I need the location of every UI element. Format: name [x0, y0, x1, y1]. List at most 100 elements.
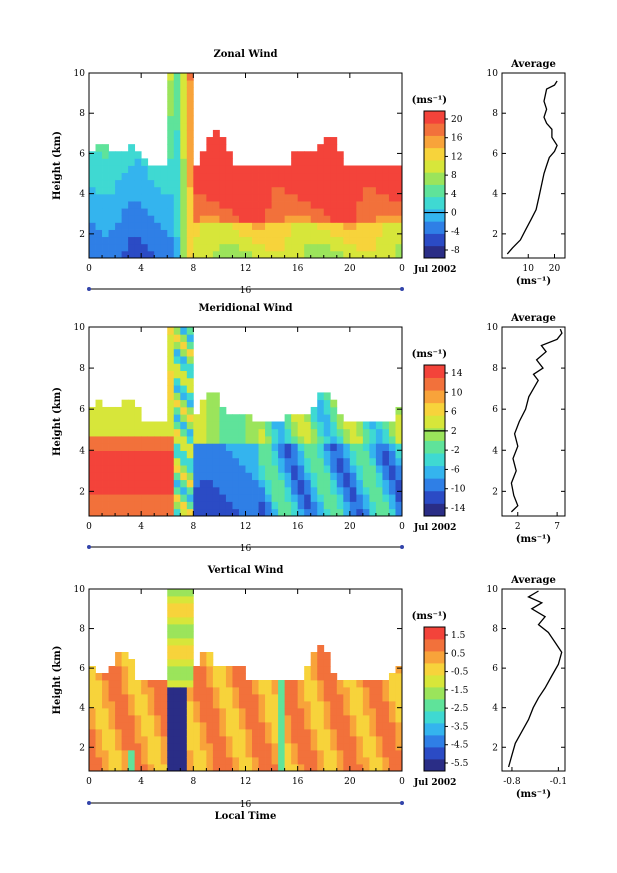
- heatmap-cell: [258, 736, 266, 744]
- heatmap-cell: [173, 652, 181, 660]
- heatmap-cell: [271, 457, 279, 466]
- heatmap-cell: [349, 757, 357, 765]
- heatmap-cell: [238, 501, 246, 510]
- heatmap-cell: [167, 757, 175, 765]
- heatmap-cell: [108, 450, 116, 459]
- heatmap-cell: [271, 172, 279, 181]
- heatmap-cell: [186, 108, 194, 117]
- heatmap-cell: [180, 385, 188, 393]
- heatmap-cell: [232, 457, 240, 466]
- heatmap-cell: [232, 701, 240, 709]
- heatmap-cell: [167, 179, 175, 188]
- heatmap-cell: [271, 428, 279, 437]
- heatmap-cell: [323, 472, 331, 481]
- heatmap-cell: [102, 486, 109, 495]
- heatmap-cell: [212, 193, 220, 202]
- heatmap-cell: [375, 236, 383, 245]
- heatmap-cell: [154, 757, 162, 765]
- heatmap-cell: [173, 659, 181, 667]
- heatmap-cell: [186, 508, 194, 517]
- heatmap-cell: [382, 201, 390, 209]
- heatmap-cell: [173, 108, 181, 117]
- heatmap-cell: [336, 457, 344, 466]
- heatmap-cell: [219, 736, 227, 744]
- heatmap-cell: [284, 715, 292, 723]
- heatmap-cell: [167, 680, 175, 688]
- heatmap-cell: [336, 494, 344, 502]
- heatmap-cell: [356, 165, 364, 174]
- colorbar-tick-label: 20: [451, 115, 463, 125]
- heatmap-cell: [115, 673, 123, 681]
- heatmap-cell: [199, 722, 207, 730]
- heatmap-cell: [160, 486, 168, 495]
- heatmap-cell: [121, 457, 129, 466]
- heatmap-cell: [395, 750, 403, 758]
- heatmap-cell: [343, 443, 351, 451]
- heatmap-cell: [284, 736, 292, 744]
- heatmap-cell: [180, 129, 188, 138]
- heatmap-cell: [167, 243, 175, 252]
- heatmap-cell: [362, 729, 370, 737]
- heatmap-cell: [369, 236, 377, 245]
- heatmap-cell: [265, 694, 272, 702]
- heatmap-cell: [219, 186, 227, 195]
- heatmap-cell: [369, 428, 377, 437]
- heatmap-cell: [356, 443, 364, 451]
- heatmap-cell: [199, 486, 207, 495]
- heatmap-cell: [160, 715, 168, 723]
- heatmap-cell: [219, 715, 227, 723]
- heatmap-cell: [128, 750, 136, 758]
- heatmap-cell: [317, 715, 325, 723]
- heatmap-cell: [89, 421, 96, 430]
- heatmap-cell: [167, 137, 175, 145]
- heatmap-cell: [238, 508, 246, 517]
- colorbar-segment: [424, 440, 445, 454]
- heatmap-cell: [193, 736, 201, 744]
- heatmap-cell: [102, 186, 109, 195]
- heatmap-cell: [284, 750, 292, 758]
- colorbar-tick-label: -2.5: [451, 704, 469, 714]
- heatmap-cell: [147, 486, 155, 495]
- colorbar-tick-label: 2: [451, 427, 457, 437]
- heatmap-cell: [258, 457, 266, 466]
- heatmap-cell: [317, 722, 325, 730]
- heatmap-cell: [258, 743, 266, 751]
- heatmap-cell: [108, 250, 116, 259]
- heatmap-cell: [186, 236, 194, 245]
- heatmap-cell: [271, 250, 279, 259]
- heatmap-cell: [199, 436, 207, 444]
- y-tick-label: 8: [79, 364, 85, 374]
- heatmap-cell: [304, 186, 312, 195]
- heatmap-cell: [388, 472, 396, 481]
- heatmap-cell: [193, 715, 201, 723]
- heatmap-cell: [369, 472, 377, 481]
- heatmap-cell: [323, 443, 331, 451]
- heatmap-cell: [232, 208, 240, 216]
- heatmap-cell: [343, 708, 351, 716]
- x-tick-label: 8: [190, 522, 196, 532]
- heatmap-cell: [186, 94, 194, 102]
- heatmap-cell: [252, 165, 259, 174]
- heatmap-cell: [134, 151, 142, 159]
- heatmap-cell: [89, 750, 96, 758]
- heatmap-cell: [108, 694, 116, 702]
- heatmap-cell: [167, 421, 175, 430]
- heatmap-cell: [245, 243, 253, 252]
- heatmap-cell: [95, 486, 103, 495]
- colorbar-segment: [424, 415, 445, 429]
- heatmap-cell: [317, 472, 325, 481]
- x-tick-label: 8: [190, 264, 196, 274]
- heatmap-cell: [238, 179, 246, 188]
- heatmap-cell: [297, 436, 305, 444]
- heatmap-cell: [349, 222, 357, 230]
- heatmap-cell: [154, 179, 162, 188]
- heatmap-cell: [160, 208, 168, 216]
- profile-line: [506, 80, 558, 255]
- colorbar-segment: [424, 184, 445, 198]
- heatmap-cell: [362, 757, 370, 765]
- heatmap-cell: [180, 94, 188, 102]
- heatmap-cell: [180, 743, 188, 751]
- colorbar-tick-label: -6: [451, 465, 460, 475]
- heatmap-cell: [310, 215, 318, 223]
